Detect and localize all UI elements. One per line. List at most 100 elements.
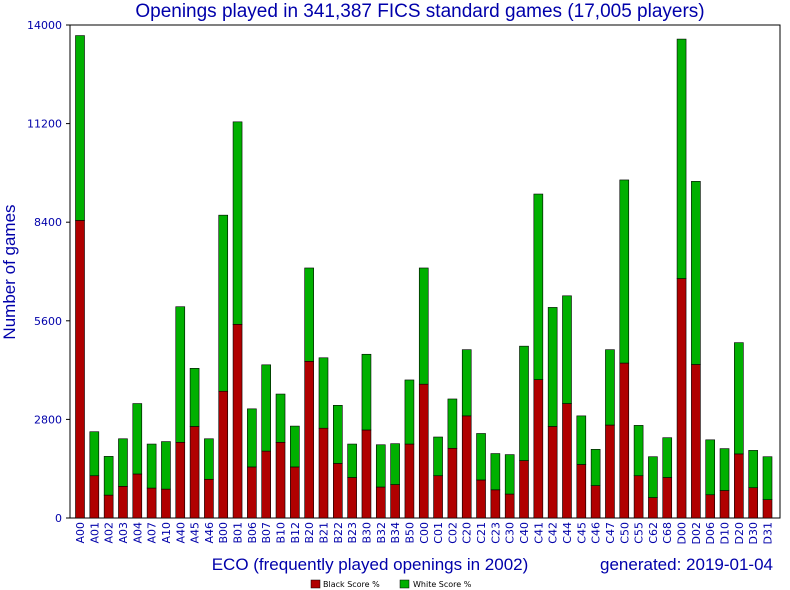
bar-black-score <box>719 490 730 519</box>
y-tick-label: 5600 <box>34 315 62 328</box>
bar-black-score <box>375 486 386 519</box>
bar-white-score <box>533 193 544 380</box>
bar-black-score <box>204 478 214 519</box>
bar-white-score <box>161 441 171 490</box>
x-tick-label: B12 <box>289 522 302 544</box>
bar-white-score <box>189 368 200 427</box>
bar-white-score <box>691 181 701 365</box>
bar-black-score <box>433 475 443 519</box>
generated-date: generated: 2019-01-04 <box>600 555 773 574</box>
bar-black-score <box>504 493 515 519</box>
x-tick-label: A07 <box>146 522 159 544</box>
x-tick-label: C42 <box>547 522 560 544</box>
x-tick-label: C23 <box>489 522 502 544</box>
bar-white-score <box>590 449 601 486</box>
x-tick-label: B32 <box>375 522 388 544</box>
bar-black-score <box>562 403 572 519</box>
bar-black-score <box>519 460 529 519</box>
bar-white-score <box>261 364 271 452</box>
bar-white-score <box>490 453 501 491</box>
x-tick-label: A00 <box>74 522 87 544</box>
x-tick-label: C55 <box>633 522 646 544</box>
x-tick-label: A45 <box>189 522 202 544</box>
bar-white-score <box>89 431 100 477</box>
y-tick-label: 2800 <box>34 413 62 426</box>
bar-black-score <box>75 220 85 519</box>
y-axis: 0 2800 5600 8400 11200 14000 <box>27 19 70 525</box>
x-axis: A00 A01 A02 A03 A04 A07 A10 A40 A45 A46 B00 B01 B06 B… <box>74 522 775 544</box>
bar-white-score <box>175 306 186 443</box>
x-tick-label: A03 <box>117 522 130 544</box>
bar-black-score <box>605 424 615 519</box>
x-tick-label: D06 <box>704 522 717 544</box>
x-tick-label: D30 <box>747 522 760 544</box>
bar-white-score <box>103 456 114 496</box>
x-tick-label: C62 <box>647 522 660 544</box>
bar-black-score <box>476 479 486 519</box>
x-tick-label: C45 <box>575 522 588 544</box>
bar-white-score <box>204 438 214 480</box>
bar-white-score <box>676 38 687 279</box>
bar-white-score <box>705 439 716 496</box>
bar-white-score <box>232 121 243 325</box>
bar-white-score <box>290 425 300 468</box>
x-tick-label: D20 <box>733 522 746 544</box>
x-tick-label: C68 <box>661 522 674 544</box>
x-tick-label: B34 <box>389 522 402 544</box>
bar-white-score <box>418 267 429 385</box>
bar-black-score <box>175 441 186 519</box>
bar-black-score <box>247 466 257 519</box>
bar-white-score <box>605 349 615 426</box>
bar-black-score <box>762 499 773 519</box>
bar-white-score <box>762 456 773 500</box>
bar-white-score <box>118 438 128 487</box>
bar-black-score <box>447 447 458 519</box>
bar-black-score <box>691 364 701 519</box>
bar-white-score <box>476 433 486 481</box>
x-tick-label: A01 <box>88 522 101 544</box>
x-axis-title: ECO (frequently played openings in 2002) <box>212 555 529 574</box>
x-tick-label: B06 <box>246 522 259 544</box>
bar-black-score <box>361 429 372 519</box>
bar-black-score <box>275 441 286 519</box>
bar-white-score <box>390 443 400 485</box>
bar-black-score <box>547 426 558 519</box>
bar-black-score <box>576 464 587 519</box>
x-tick-label: B21 <box>317 522 330 544</box>
bar-black-score <box>490 489 501 519</box>
x-tick-label: A46 <box>203 522 216 544</box>
bar-white-score <box>734 342 744 455</box>
bar-white-score <box>333 405 343 464</box>
x-tick-label: B01 <box>232 522 245 544</box>
bar-black-score <box>390 484 400 519</box>
x-tick-label: C20 <box>461 522 474 544</box>
x-tick-label: A40 <box>174 522 187 544</box>
bar-white-score <box>648 456 658 498</box>
bar-white-score <box>275 393 286 443</box>
chart-title: Openings played in 341,387 FICS standard… <box>135 1 704 22</box>
bar-black-score <box>146 487 157 519</box>
bar-white-score <box>218 214 229 392</box>
bar-white-score <box>447 398 458 449</box>
bar-black-score <box>118 486 128 519</box>
x-tick-label: C50 <box>618 522 631 544</box>
legend: Black Score % White Score % <box>310 579 472 589</box>
x-tick-label: A10 <box>160 522 173 544</box>
x-tick-label: C44 <box>561 522 574 544</box>
bar-white-score <box>318 357 329 429</box>
y-tick-label: 8400 <box>34 216 62 229</box>
bar-black-score <box>304 360 314 519</box>
bar-black-score <box>261 450 271 519</box>
bar-black-score <box>347 477 357 519</box>
bar-black-score <box>290 466 300 519</box>
y-tick-label: 11200 <box>27 118 62 131</box>
bar-black-score <box>648 497 658 519</box>
bar-black-score <box>232 324 243 519</box>
x-tick-label: B10 <box>275 522 288 544</box>
bar-white-score <box>347 443 357 478</box>
x-tick-label: C40 <box>518 522 531 544</box>
x-tick-label: B23 <box>346 522 359 544</box>
bar-white-score <box>247 408 257 468</box>
bar-white-score <box>576 415 587 465</box>
